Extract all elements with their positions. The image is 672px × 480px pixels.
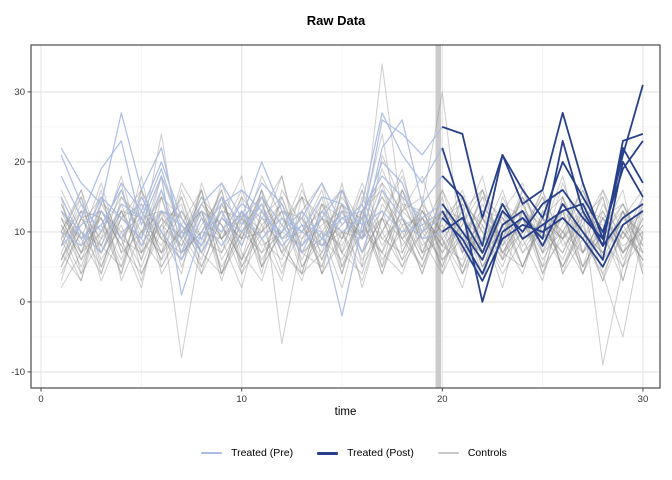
- treated-pre-line: [60, 189, 443, 261]
- control-line: [60, 189, 644, 289]
- x-tick-label: 30: [638, 394, 649, 405]
- control-line: [60, 154, 644, 282]
- control-line: [60, 175, 644, 275]
- control-line: [60, 189, 644, 282]
- y-tick-label: 0: [20, 297, 25, 308]
- panel-border: [30, 44, 661, 389]
- control-line: [60, 182, 644, 282]
- x-tick-label: 0: [38, 394, 43, 405]
- treated-post-line: [441, 160, 644, 275]
- control-line: [60, 175, 644, 366]
- control-line: [60, 182, 644, 275]
- y-tick-label: 10: [14, 227, 25, 238]
- x-tick-label: 10: [236, 394, 247, 405]
- y-tick-label: 30: [14, 87, 25, 98]
- control-line: [60, 175, 644, 275]
- legend-label-treated-post: Treated (Post): [347, 447, 414, 459]
- treated-post-line: [441, 210, 644, 282]
- legend-label-treated-pre: Treated (Pre): [231, 447, 294, 459]
- legend: Treated (Pre) Treated (Post) Controls: [0, 447, 672, 459]
- treated-pre-line: [60, 119, 443, 247]
- treated-post-line: [441, 146, 644, 261]
- x-axis-title: time: [335, 406, 357, 418]
- treated-pre-line: [60, 112, 443, 296]
- legend-item-treated-pre: Treated (Pre): [201, 447, 293, 459]
- control-line: [60, 182, 644, 275]
- control-line: [60, 189, 644, 275]
- y-tick-label: -10: [11, 367, 25, 378]
- legend-key-treated-pre-line: [201, 452, 223, 454]
- legend-key-controls-line: [437, 452, 459, 454]
- control-line: [60, 133, 644, 338]
- treated-pre-line: [60, 175, 443, 254]
- treated-post-line: [441, 202, 644, 254]
- treated-pre-line: [60, 189, 443, 317]
- control-line: [60, 175, 644, 275]
- x-tick-label: 20: [437, 394, 448, 405]
- treated-pre-line: [60, 112, 443, 240]
- legend-item-controls: Controls: [437, 447, 507, 459]
- legend-key-treated-post-line: [317, 451, 339, 455]
- legend-item-treated-post: Treated (Post): [317, 447, 414, 459]
- control-line: [60, 175, 644, 275]
- control-line: [60, 91, 644, 282]
- control-line: [60, 168, 644, 289]
- control-line: [60, 189, 644, 275]
- treated-pre-line: [60, 161, 443, 254]
- legend-label-controls: Controls: [467, 447, 507, 459]
- y-tick-label: 20: [14, 157, 25, 168]
- treatment-time-band: [435, 45, 442, 388]
- chart-title: Raw Data: [306, 13, 366, 28]
